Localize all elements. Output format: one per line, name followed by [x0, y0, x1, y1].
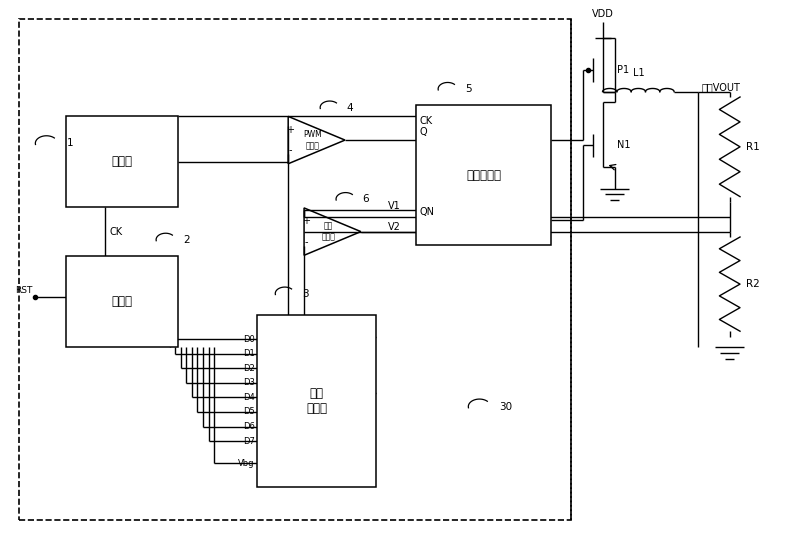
Bar — [66, 256, 178, 348]
Text: Q: Q — [420, 127, 427, 138]
Text: 误差: 误差 — [323, 222, 333, 231]
Text: D5: D5 — [243, 407, 254, 417]
Bar — [416, 105, 551, 245]
Text: +: + — [302, 217, 310, 226]
Bar — [66, 116, 178, 207]
Text: 5: 5 — [465, 84, 471, 94]
Text: 4: 4 — [347, 102, 354, 113]
Text: -: - — [305, 237, 308, 247]
Text: 计数器: 计数器 — [111, 295, 133, 308]
Text: 2: 2 — [182, 234, 190, 245]
Text: 振荡器: 振荡器 — [111, 155, 133, 168]
Text: D7: D7 — [242, 437, 254, 446]
Text: CK: CK — [110, 227, 122, 237]
Text: R1: R1 — [746, 142, 760, 152]
Text: 6: 6 — [362, 194, 370, 204]
Text: N1: N1 — [617, 140, 630, 151]
Text: P1: P1 — [617, 65, 629, 75]
Text: RST: RST — [15, 287, 33, 295]
Text: Vbg: Vbg — [238, 459, 254, 468]
Text: 1: 1 — [66, 138, 73, 149]
Text: V1: V1 — [388, 201, 401, 211]
Text: L1: L1 — [633, 68, 644, 78]
Text: D4: D4 — [243, 393, 254, 402]
Text: R2: R2 — [746, 279, 760, 289]
Text: 3: 3 — [302, 288, 309, 299]
Text: 输出VOUT: 输出VOUT — [702, 82, 741, 92]
Text: +: + — [286, 125, 294, 135]
Text: 放大器: 放大器 — [321, 232, 335, 242]
Text: 比较器: 比较器 — [306, 141, 319, 150]
Text: D2: D2 — [243, 364, 254, 373]
Text: D1: D1 — [243, 349, 254, 358]
Text: 30: 30 — [499, 401, 513, 412]
Text: VDD: VDD — [592, 9, 614, 19]
Text: V2: V2 — [388, 222, 401, 232]
Text: CK: CK — [420, 116, 433, 126]
Bar — [257, 315, 376, 487]
Text: D3: D3 — [242, 379, 254, 387]
Text: D6: D6 — [242, 422, 254, 431]
Text: 开关控制器: 开关控制器 — [466, 169, 501, 182]
Bar — [18, 19, 571, 520]
Text: QN: QN — [420, 207, 435, 217]
Text: -: - — [289, 145, 292, 156]
Text: PWM: PWM — [303, 130, 322, 139]
Text: 数模
转换器: 数模 转换器 — [306, 387, 327, 415]
Text: D0: D0 — [243, 335, 254, 344]
